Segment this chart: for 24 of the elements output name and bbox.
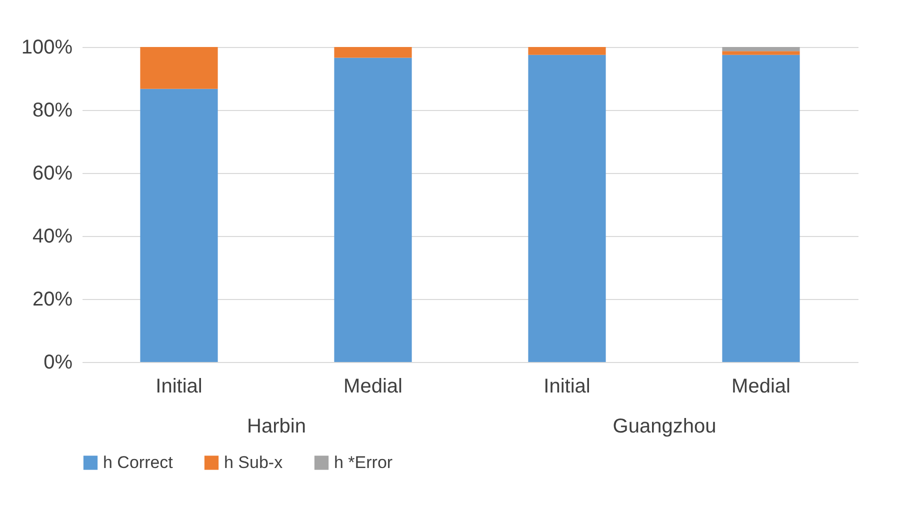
legend-label: h Correct: [103, 452, 174, 472]
bar: [722, 51, 800, 55]
y-tick-label: 0%: [44, 352, 73, 374]
y-tick-label: 60%: [32, 162, 73, 184]
y-tick-label: 20%: [32, 288, 73, 310]
legend-label: h Sub-x: [224, 452, 284, 472]
x-tick-label: Medial: [344, 376, 402, 398]
bar: [722, 47, 800, 52]
y-tick-label: 80%: [32, 100, 73, 122]
bar: [722, 54, 800, 362]
x-tick-label: Initial: [156, 376, 202, 398]
legend-label: h *Error: [334, 452, 393, 472]
y-tick-label: 100%: [21, 36, 73, 58]
x-tick-label: Initial: [544, 376, 590, 398]
x-tick-label: Medial: [732, 376, 790, 398]
text: Harbin: [247, 416, 306, 438]
bar: [528, 54, 606, 362]
bar: [334, 58, 412, 362]
bar: [140, 88, 218, 362]
bar: [334, 47, 412, 58]
y-tick-label: 40%: [32, 226, 73, 248]
bar: [528, 47, 606, 55]
text: Guangzhou: [612, 416, 716, 438]
bar: [140, 47, 218, 89]
